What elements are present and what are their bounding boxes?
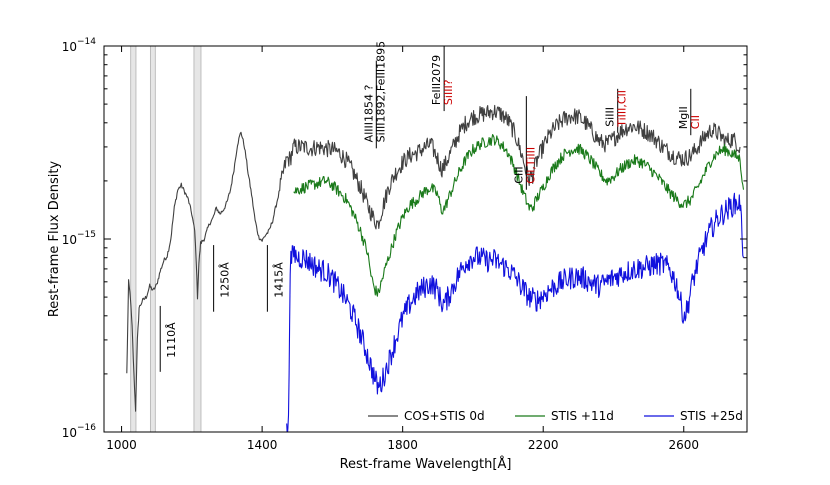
annotation-label-2: 1415Å <box>272 262 285 298</box>
axis-ticks: 1000 1400 1800 2200 2600 10−16 10−15 10−14 <box>62 37 747 452</box>
shaded-regions <box>130 45 202 433</box>
annotations: 1110Å 1250Å 1415Å AlIII1854 ? SiIII1892,FeII… <box>159 41 702 372</box>
y-tick-label-1: 10−15 <box>62 230 96 247</box>
shaded-region-0 <box>130 45 137 433</box>
annotation-label-0: 1110Å <box>165 322 178 358</box>
y-tick-label-0: 10−16 <box>62 423 97 440</box>
x-tick-label-4: 2600 <box>668 438 699 452</box>
annotation-text-6-1: TiIII,CII <box>616 90 629 128</box>
x-tick-label-3: 2200 <box>528 438 559 452</box>
series-layer <box>126 104 745 432</box>
series-line-2 <box>286 192 745 432</box>
x-tick-label-2: 1800 <box>387 438 418 452</box>
x-axis-label: Rest-frame Wavelength[Å] <box>340 456 512 472</box>
y-axis-label: Rest-frame Flux Density <box>47 161 62 318</box>
series-line-0 <box>126 104 741 412</box>
series-line-1 <box>293 134 745 297</box>
annotation-text-3-0: AlIII1854 ? <box>362 85 375 143</box>
shaded-region-1 <box>149 45 156 433</box>
legend-label-0: COS+STIS 0d <box>404 409 485 423</box>
annotation-text-7-0: MgII <box>677 106 690 129</box>
legend-label-1: STIS +11d <box>551 409 614 423</box>
annotation-text-4-0: FeIII2079 <box>430 55 443 105</box>
annotation-text-5-1: CII,TiIII <box>524 147 537 184</box>
annotation-text-7-1: CII <box>689 115 702 129</box>
annotation-label-1: 1250Å <box>219 262 232 298</box>
legend: COS+STIS 0d STIS +11d STIS +25d <box>368 409 743 423</box>
annotation-text-3-1: SiIII1892,FeIII1895 <box>374 41 387 142</box>
x-tick-label-1: 1400 <box>247 438 278 452</box>
annotation-text-6-0: SiIII <box>604 107 617 127</box>
y-tick-label-2: 10−14 <box>62 37 97 54</box>
legend-label-2: STIS +25d <box>680 409 743 423</box>
annotation-text-5-0: CIII <box>512 166 525 183</box>
x-tick-label-0: 1000 <box>106 438 137 452</box>
annotation-text-4-1: SiIII? <box>442 79 455 105</box>
